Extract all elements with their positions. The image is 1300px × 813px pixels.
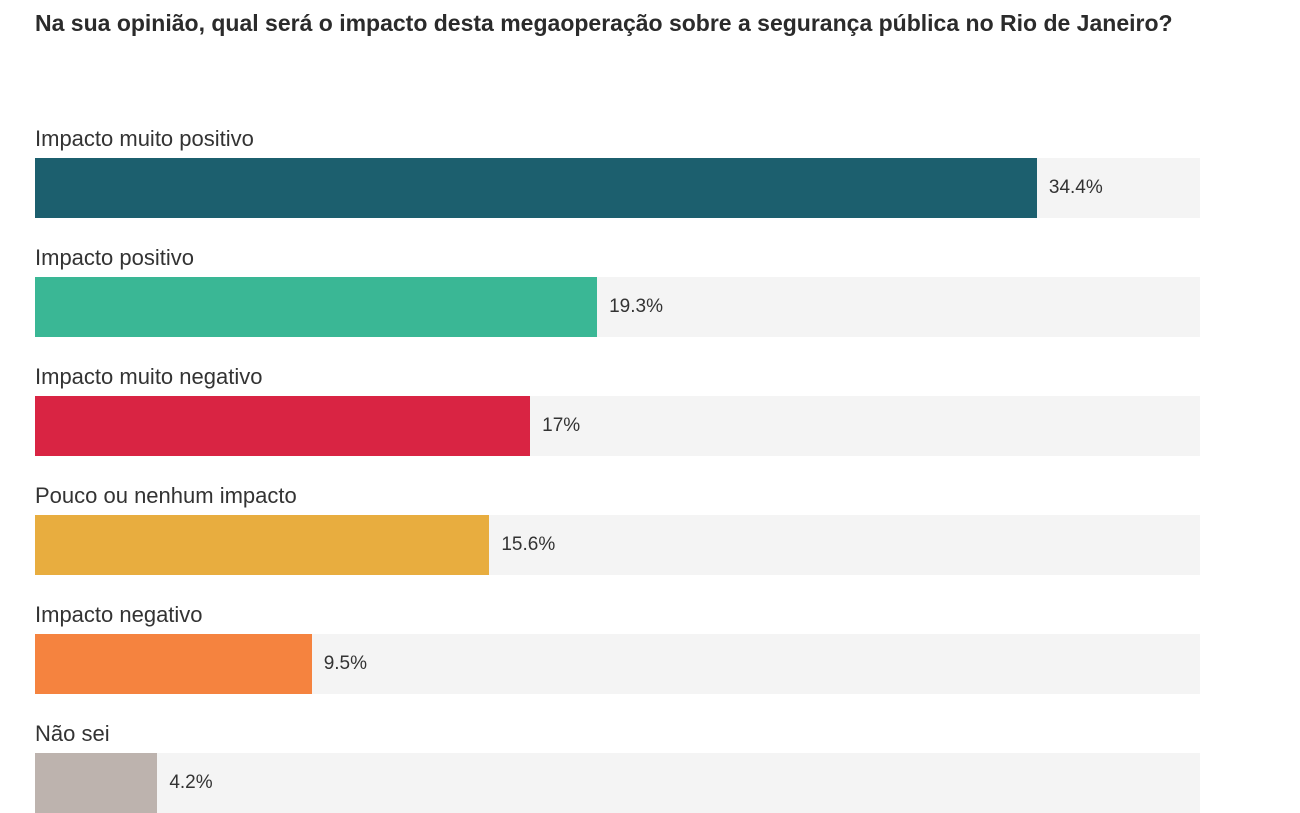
value-label: 34.4% <box>1048 177 1103 198</box>
bar-track: 17% <box>35 396 1200 456</box>
category-label: Impacto negativo <box>35 602 203 627</box>
chart-title: Na sua opinião, qual será o impacto dest… <box>35 10 1173 36</box>
bar <box>35 158 1037 218</box>
bar <box>35 634 312 694</box>
bar-track: 15.6% <box>35 515 1200 575</box>
category-label: Impacto muito negativo <box>35 364 263 389</box>
bar-track: 34.4% <box>35 158 1200 218</box>
category-label: Impacto muito positivo <box>35 126 254 151</box>
value-label: 15.6% <box>501 534 556 555</box>
bar <box>35 277 598 337</box>
value-label: 17% <box>542 415 581 436</box>
bar-track: 19.3% <box>35 277 1200 337</box>
bar <box>35 515 490 575</box>
value-label: 9.5% <box>323 653 367 674</box>
category-label: Não sei <box>35 721 110 746</box>
value-label: 19.3% <box>609 296 663 317</box>
bar <box>35 753 158 813</box>
bar-track: 9.5% <box>35 634 1200 694</box>
category-label: Impacto positivo <box>35 245 194 270</box>
value-label: 4.2% <box>169 772 213 793</box>
category-label: Pouco ou nenhum impacto <box>35 483 297 508</box>
bar <box>35 396 531 456</box>
bar-track: 4.2% <box>35 753 1200 813</box>
